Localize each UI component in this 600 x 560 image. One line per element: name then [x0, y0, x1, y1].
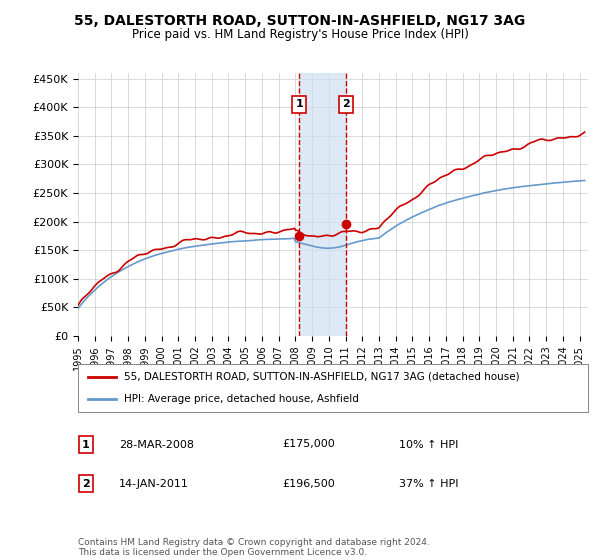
Text: 55, DALESTORTH ROAD, SUTTON-IN-ASHFIELD, NG17 3AG (detached house): 55, DALESTORTH ROAD, SUTTON-IN-ASHFIELD,…: [124, 372, 520, 382]
Text: £175,000: £175,000: [282, 440, 335, 450]
Text: 2: 2: [343, 99, 350, 109]
Text: HPI: Average price, detached house, Ashfield: HPI: Average price, detached house, Ashf…: [124, 394, 359, 404]
Text: 1: 1: [82, 440, 89, 450]
Text: 1: 1: [295, 99, 303, 109]
Text: 37% ↑ HPI: 37% ↑ HPI: [400, 479, 459, 488]
Text: £196,500: £196,500: [282, 479, 335, 488]
Text: 2: 2: [82, 479, 89, 488]
Text: Price paid vs. HM Land Registry's House Price Index (HPI): Price paid vs. HM Land Registry's House …: [131, 28, 469, 41]
Text: 14-JAN-2011: 14-JAN-2011: [119, 479, 188, 488]
Bar: [299, 73, 346, 336]
Text: 10% ↑ HPI: 10% ↑ HPI: [400, 440, 458, 450]
Text: 55, DALESTORTH ROAD, SUTTON-IN-ASHFIELD, NG17 3AG: 55, DALESTORTH ROAD, SUTTON-IN-ASHFIELD,…: [74, 14, 526, 28]
Text: 28-MAR-2008: 28-MAR-2008: [119, 440, 194, 450]
Text: Contains HM Land Registry data © Crown copyright and database right 2024.
This d: Contains HM Land Registry data © Crown c…: [78, 538, 430, 557]
